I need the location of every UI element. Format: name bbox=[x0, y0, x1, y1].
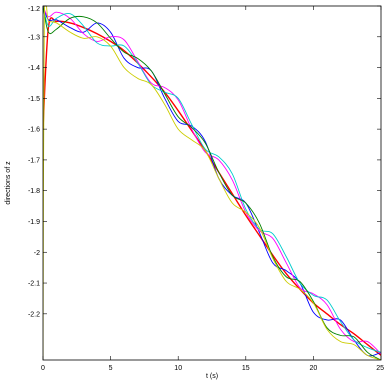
y-tick-label: -2 bbox=[34, 250, 40, 257]
x-tick-label: 15 bbox=[242, 365, 250, 372]
x-tick-label: 10 bbox=[174, 365, 182, 372]
y-tick-label: -1.8 bbox=[28, 188, 40, 195]
y-tick-label: -1.6 bbox=[28, 127, 40, 134]
y-tick-label: -1.5 bbox=[28, 96, 40, 103]
tick-layer: 0 5 10 15 20 25 -1.2 -1.3 -1.4 -1.5 -1.6 -1.7 -1.8 -1… bbox=[28, 5, 384, 372]
x-tick-label: 25 bbox=[376, 365, 384, 372]
y-tick-label: -2.2 bbox=[28, 311, 40, 318]
series-line-6 bbox=[43, 6, 381, 360]
y-tick-label: -1.7 bbox=[28, 157, 40, 164]
series-layer bbox=[43, 6, 381, 360]
plot-frame bbox=[42, 5, 382, 361]
y-tick-label: -1.3 bbox=[28, 34, 40, 41]
x-axis-label: t (s) bbox=[206, 373, 218, 380]
series-line-2 bbox=[43, 6, 381, 357]
x-tick-label: 0 bbox=[41, 365, 45, 372]
y-axis-label: directions of z bbox=[5, 161, 12, 205]
x-tick-label: 5 bbox=[109, 365, 113, 372]
y-tick-label: -1.2 bbox=[28, 6, 40, 13]
y-tick-label: -2.1 bbox=[28, 281, 40, 288]
y-tick-label: -1.4 bbox=[28, 65, 40, 72]
y-tick-label: -1.9 bbox=[28, 219, 40, 226]
series-line-3 bbox=[43, 6, 381, 355]
x-tick-label: 20 bbox=[310, 365, 318, 372]
series-line-4 bbox=[43, 6, 381, 353]
plot-background bbox=[43, 6, 381, 360]
